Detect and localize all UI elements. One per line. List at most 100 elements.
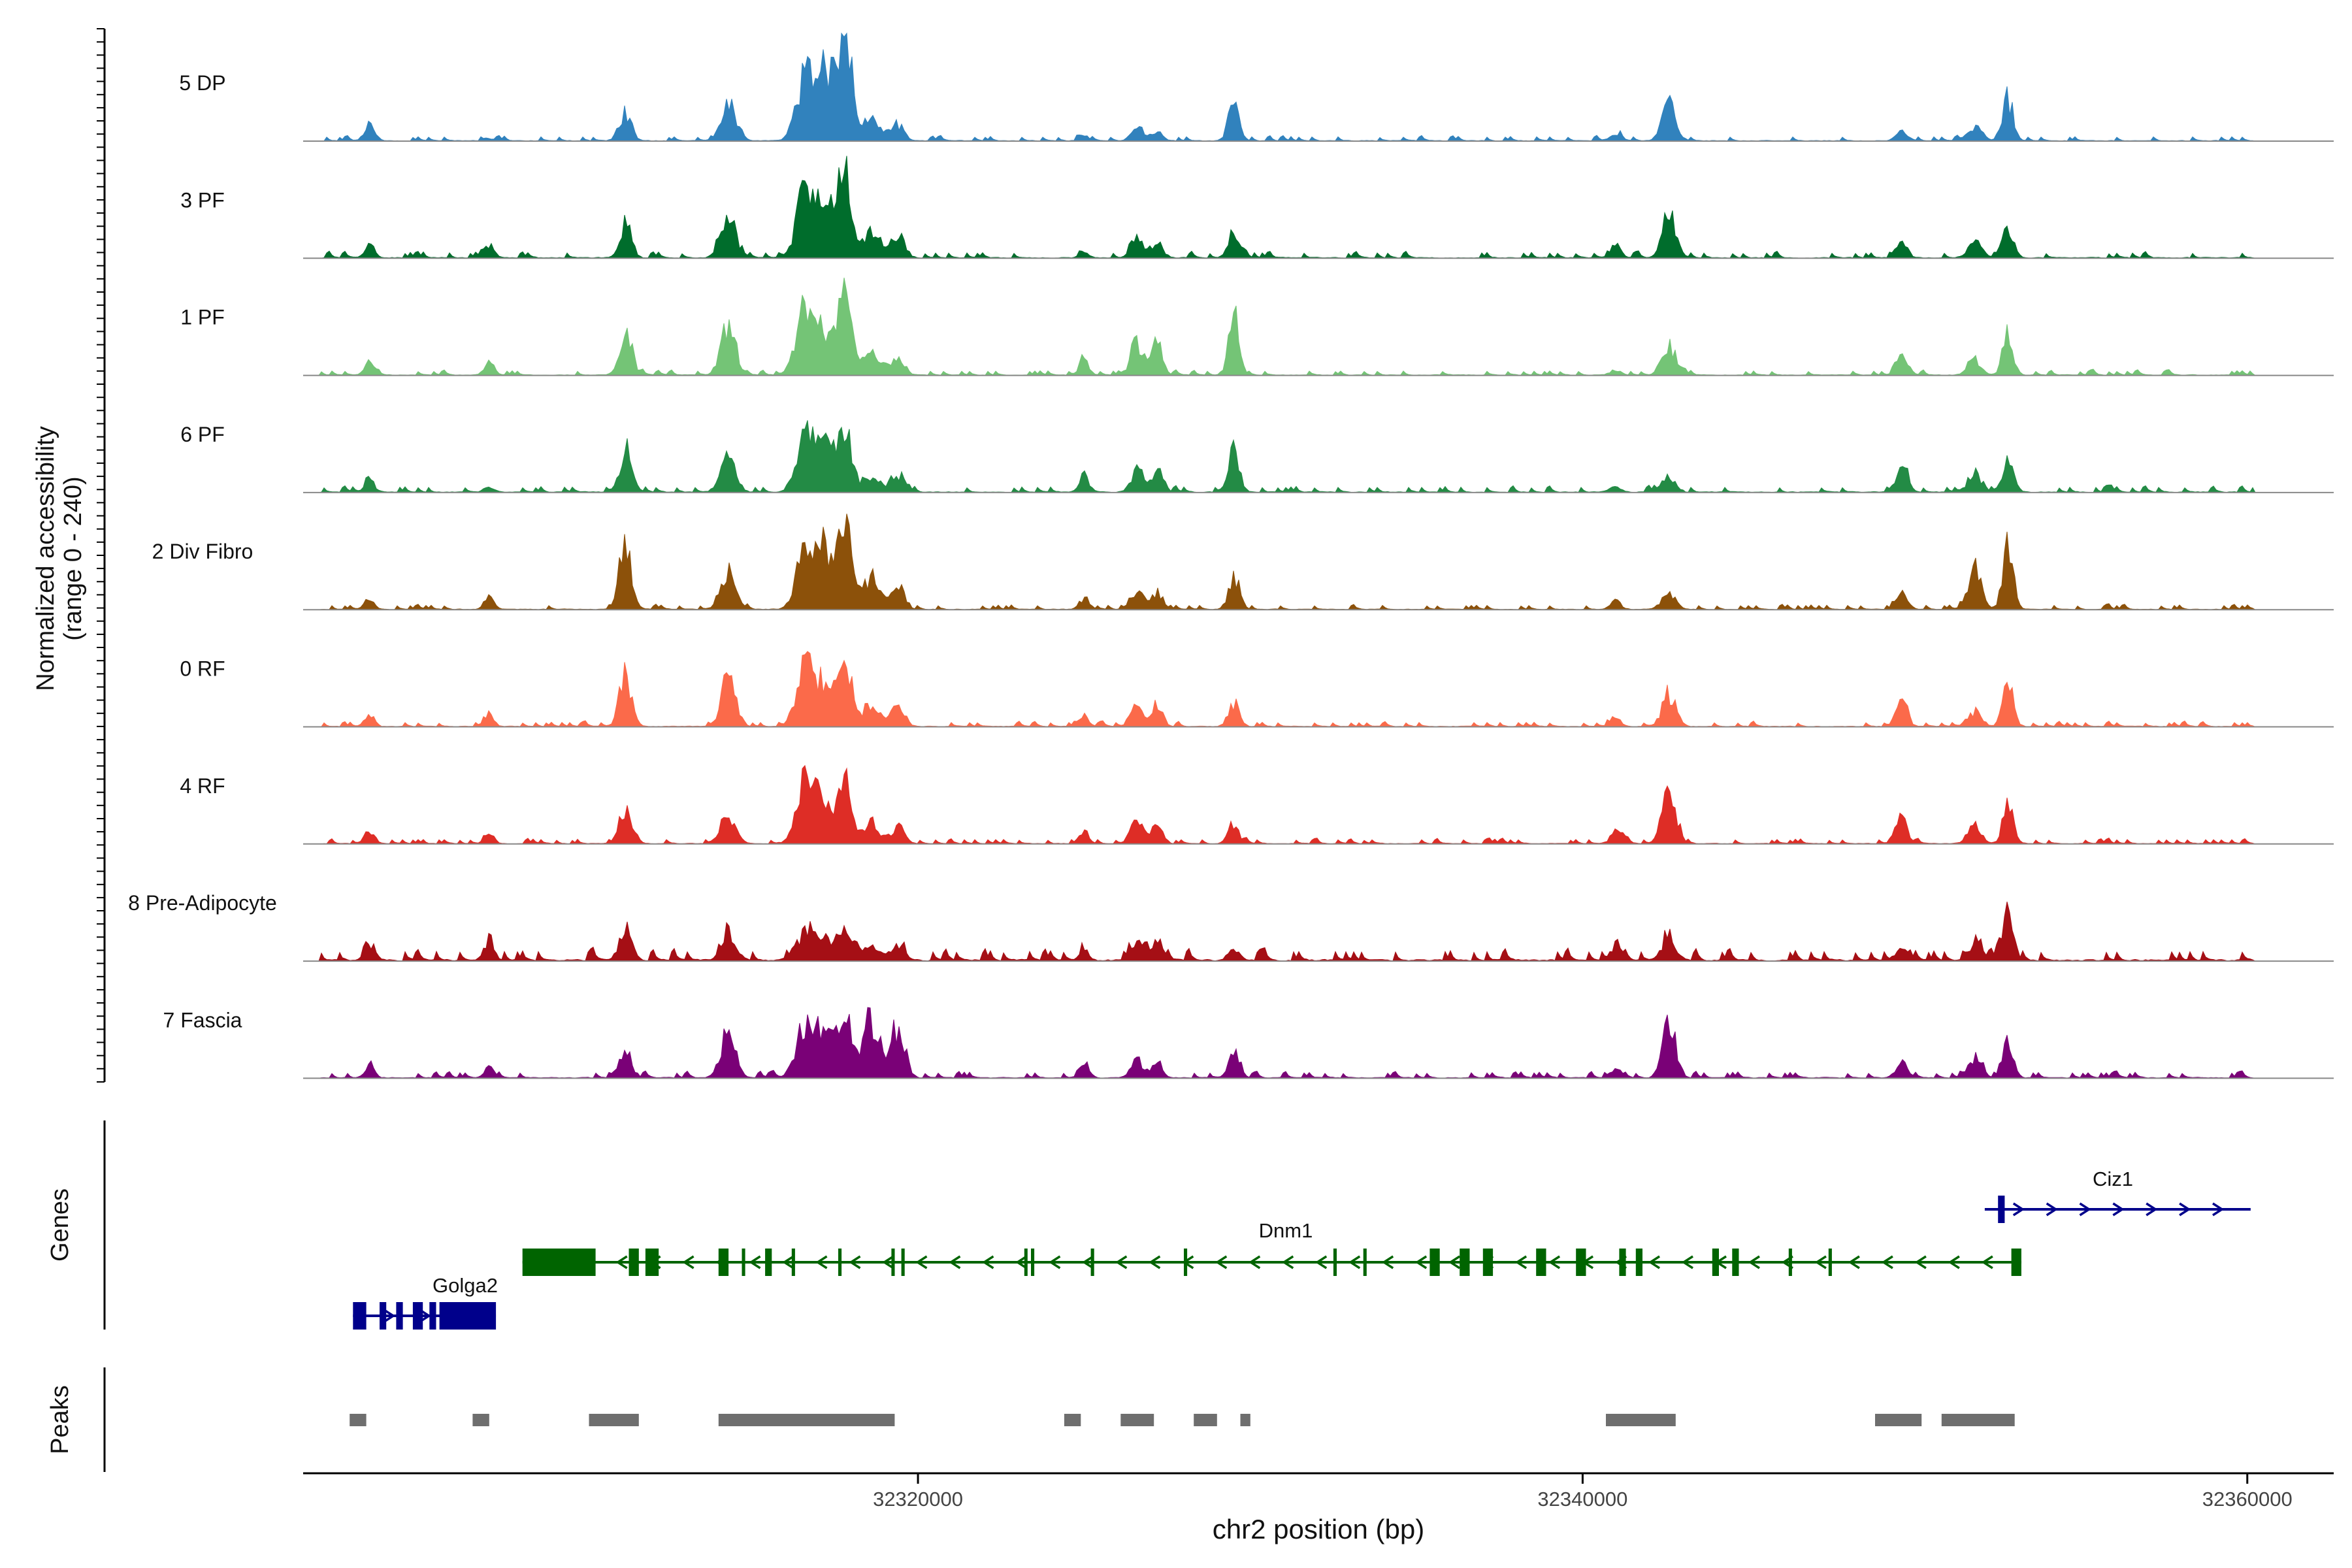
peak-region <box>1606 1414 1676 1426</box>
strand-arrow <box>1881 1255 1893 1269</box>
exon <box>439 1302 497 1330</box>
strand-arrow <box>1981 1255 1993 1269</box>
exon <box>629 1249 639 1276</box>
peak-region <box>1194 1414 1217 1426</box>
strand-arrow <box>749 1255 761 1269</box>
strand-arrow <box>1381 1255 1394 1269</box>
strand-arrow <box>882 1255 894 1269</box>
peak-regions <box>350 1414 2015 1426</box>
gene-label: Dnm1 <box>1259 1219 1313 1242</box>
peaks-track-label: Peaks <box>46 1385 74 1454</box>
gene-golga2: Golga2 <box>353 1274 498 1330</box>
strand-arrow <box>615 1255 628 1269</box>
strand-arrow <box>1748 1255 1760 1269</box>
strand-arrow <box>1848 1255 1860 1269</box>
strand-arrow <box>1215 1255 1228 1269</box>
peak-region <box>350 1414 367 1426</box>
exon <box>380 1302 387 1330</box>
strand-arrow <box>2079 1202 2091 1217</box>
peak-region <box>472 1414 489 1426</box>
x-tick-label: 32360000 <box>2202 1488 2293 1511</box>
track-label: 6 PF <box>180 423 225 446</box>
strand-arrow <box>949 1255 961 1269</box>
track-label: 4 RF <box>180 774 225 798</box>
strand-arrow <box>1448 1255 1461 1269</box>
track-1-pf: 1 PF <box>180 278 2334 376</box>
track-label: 2 Div Fibro <box>152 540 253 563</box>
exon <box>1333 1249 1337 1276</box>
track-label: 8 Pre-Adipocyte <box>128 891 277 915</box>
strand-arrow <box>915 1255 928 1269</box>
exon <box>891 1249 895 1276</box>
track-6-pf: 6 PF <box>180 420 2334 493</box>
strand-arrow <box>849 1255 861 1269</box>
coverage-tracks: 5 DP 3 PF 1 PF 6 PF 2 Div Fibro 0 RF 4 RF 8 Pre… <box>128 32 2334 1079</box>
exon <box>1031 1249 1035 1276</box>
strand-arrow <box>1282 1255 1294 1269</box>
x-axis-title: chr2 position (bp) <box>1213 1514 1425 1544</box>
exon <box>901 1249 905 1276</box>
peak-region <box>1240 1414 1250 1426</box>
track-7-fascia: 7 Fascia <box>163 1007 2334 1079</box>
gene-label: Golga2 <box>433 1274 498 1297</box>
strand-arrow <box>815 1255 828 1269</box>
x-tick-label: 32320000 <box>873 1488 963 1511</box>
peak-region <box>589 1414 639 1426</box>
strand-arrow <box>2012 1202 2025 1217</box>
exon <box>1732 1249 1739 1276</box>
strand-arrow <box>1348 1255 1361 1269</box>
strand-arrow <box>1514 1255 1527 1269</box>
exon <box>353 1302 367 1330</box>
coverage-area <box>303 420 2334 493</box>
track-label: 0 RF <box>180 657 225 681</box>
exon <box>429 1302 436 1330</box>
exon <box>791 1249 795 1276</box>
y-axis <box>97 28 106 1083</box>
exon <box>2011 1249 2021 1276</box>
peak-region <box>1064 1414 1081 1426</box>
exon <box>1635 1249 1642 1276</box>
strand-arrow <box>2112 1202 2125 1217</box>
coverage-area <box>303 278 2334 376</box>
exon <box>1024 1249 1028 1276</box>
exon <box>1712 1249 1719 1276</box>
strand-arrow <box>682 1255 694 1269</box>
exon <box>1828 1249 1832 1276</box>
coverage-area <box>303 902 2334 962</box>
exon <box>838 1249 842 1276</box>
exon <box>412 1302 423 1330</box>
coverage-area <box>303 651 2334 727</box>
strand-arrow <box>2146 1202 2158 1217</box>
track-0-rf: 0 RF <box>180 651 2334 728</box>
track-label: 5 DP <box>179 71 225 95</box>
peak-region <box>718 1414 895 1426</box>
strand-arrow <box>1414 1255 1428 1269</box>
strand-arrow <box>1149 1255 1161 1269</box>
strand-arrow <box>1015 1255 1028 1269</box>
track-3-pf: 3 PF <box>180 155 2334 259</box>
coverage-area <box>303 155 2334 259</box>
peak-region <box>1875 1414 1922 1426</box>
genes-track-label: Genes <box>46 1188 74 1262</box>
track-label: 1 PF <box>180 306 225 329</box>
strand-arrow <box>1548 1255 1561 1269</box>
peak-region <box>1941 1414 2015 1426</box>
track-label: 3 PF <box>180 188 225 212</box>
strand-arrow <box>2046 1202 2058 1217</box>
exon <box>1998 1196 2005 1223</box>
gene-ciz1: Ciz1 <box>1984 1168 2251 1223</box>
strand-arrow <box>1115 1255 1128 1269</box>
exon <box>522 1249 596 1276</box>
strand-arrow <box>982 1255 994 1269</box>
exon <box>718 1249 729 1276</box>
strand-arrow <box>1049 1255 1061 1269</box>
strand-arrow <box>1681 1255 1693 1269</box>
strand-arrow <box>782 1255 794 1269</box>
y-axis-label-range: (range 0 - 240) <box>59 476 87 640</box>
exon <box>1460 1249 1470 1276</box>
exon <box>1184 1249 1188 1276</box>
strand-arrow <box>384 1309 396 1323</box>
x-tick-label: 32340000 <box>1537 1488 1627 1511</box>
track-5-dp: 5 DP <box>179 32 2334 142</box>
